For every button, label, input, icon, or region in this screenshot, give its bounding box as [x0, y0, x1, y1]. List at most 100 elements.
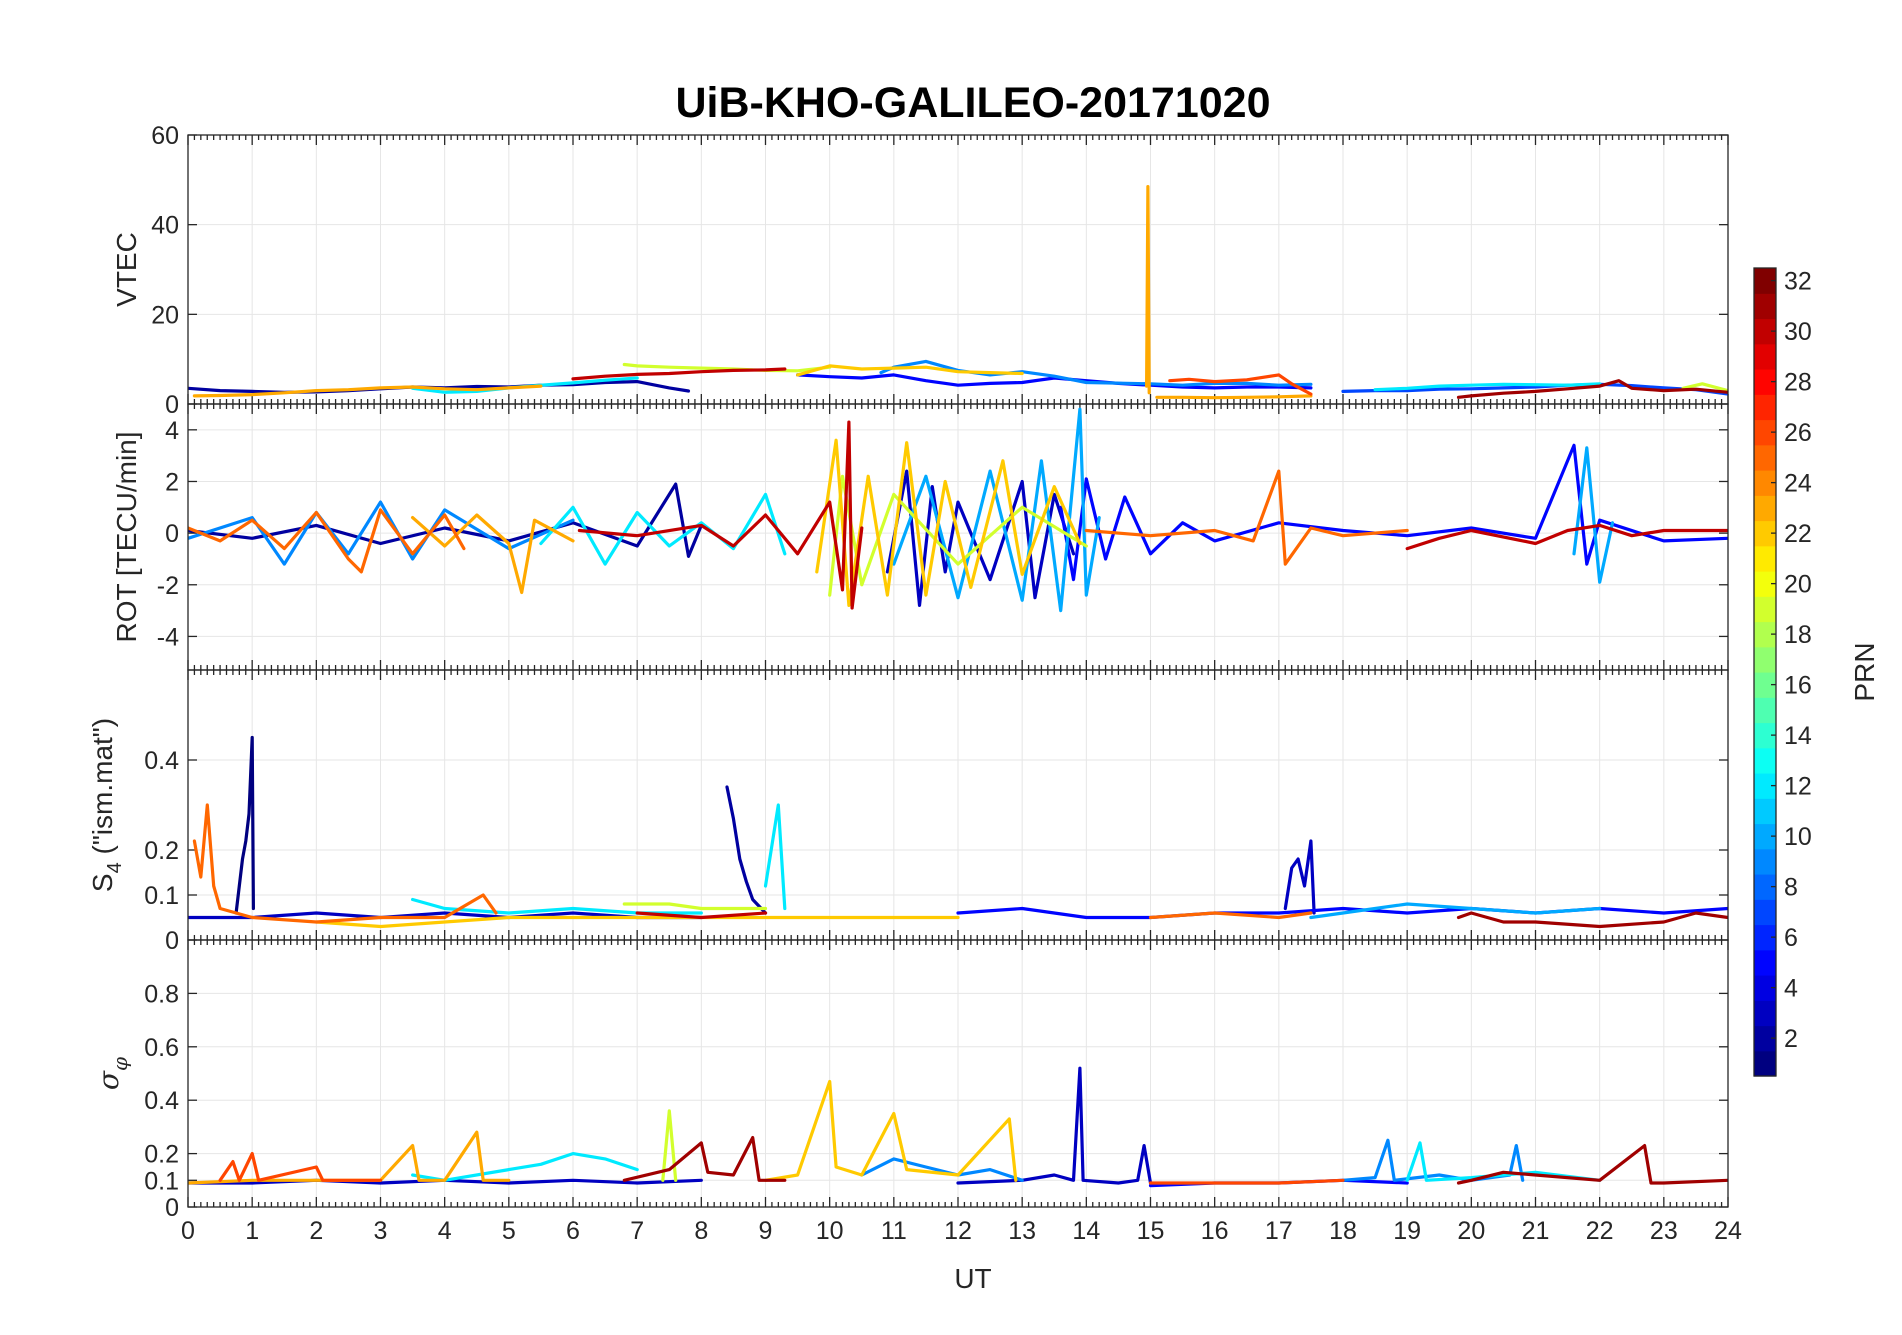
colorbar-tick-label: 12: [1784, 773, 1812, 801]
series-line-prn-9: [879, 359, 1313, 387]
series-line-prn-30: [571, 367, 787, 381]
series-line-prn-19: [1681, 382, 1728, 393]
colorbar-band: [1754, 924, 1776, 951]
colorbar-band: [1754, 470, 1776, 496]
series-line-prn-25: [192, 803, 498, 924]
y-tick-label: 40: [151, 212, 179, 240]
series-line-prn-25: [1084, 469, 1409, 566]
series-line-prn-23: [192, 384, 543, 398]
x-tick-label: 18: [1329, 1217, 1357, 1245]
series-line-prn-23: [411, 513, 575, 595]
colorbar-band: [1754, 899, 1776, 926]
y-tick-label: 0: [165, 520, 179, 548]
y-axis-label: σφ: [92, 1057, 132, 1090]
x-tick-label: 4: [438, 1217, 452, 1245]
x-tick-label: 10: [816, 1217, 844, 1245]
x-tick-label: 11: [881, 1217, 907, 1245]
x-tick-label: 5: [502, 1217, 516, 1245]
y-tick-label: -2: [157, 572, 179, 600]
panel-vtec: 0 20 40 60 VTEC: [111, 122, 1729, 419]
series-line-prn-7: [1341, 382, 1728, 396]
y-tick-label: 0: [165, 1194, 179, 1222]
chart-title: UiB-KHO-GALILEO-20171020: [676, 79, 1271, 127]
series-line-prn-5: [1059, 443, 1728, 582]
series-line-prn-23: [1144, 185, 1151, 395]
x-tick-label: 3: [374, 1217, 388, 1245]
y-tick-label: 2: [165, 468, 179, 496]
series-line-prn-23: [1155, 394, 1313, 400]
x-tick-label: 24: [1714, 1217, 1742, 1245]
x-tick-label: 7: [630, 1217, 644, 1245]
x-tick-label: 17: [1265, 1217, 1293, 1245]
series-line-prn-12: [763, 803, 787, 911]
colorbar-tick-label: 22: [1784, 520, 1812, 548]
x-tick-label: 20: [1457, 1217, 1485, 1245]
colorbar-tick-label: 6: [1784, 924, 1798, 952]
colorbar-band: [1754, 293, 1776, 320]
series-group: [188, 407, 1728, 613]
x-tick-label: 12: [944, 1217, 972, 1245]
series-line-prn-12: [1405, 1141, 1602, 1182]
y-tick-label: 0.1: [144, 882, 179, 910]
x-tick-label: 0: [181, 1217, 195, 1245]
panel-sigma: 00.10.2 0.4 0.6 0.8 σφ: [92, 939, 1729, 1222]
series-line-prn-2: [188, 482, 703, 559]
colorbar-tick-label: 14: [1784, 722, 1812, 750]
x-tick-label: 23: [1650, 1217, 1678, 1245]
y-tick-label: 0: [165, 927, 179, 955]
series-line-prn-22: [763, 1079, 1018, 1182]
y-tick-label: 0.6: [144, 1034, 179, 1062]
y-tick-label: 0.4: [144, 1087, 179, 1115]
series-line-prn-22: [795, 364, 1024, 377]
colorbar-band: [1754, 823, 1776, 850]
series-line-prn-3: [885, 469, 1076, 608]
colorbar-tick-label: 20: [1784, 571, 1812, 599]
colorbar-band: [1754, 369, 1776, 395]
series-line-prn-23: [188, 1130, 511, 1185]
colorbar-tick-label: 2: [1784, 1025, 1798, 1053]
series-line-prn-31: [1456, 911, 1728, 929]
y-axis-label: ROT [TECU/min]: [111, 431, 142, 642]
colorbar-tick-label: 24: [1784, 470, 1812, 498]
y-tick-label: 0.1: [144, 1167, 179, 1195]
x-tick-label: 1: [245, 1217, 259, 1245]
series-line-prn-2: [725, 785, 768, 915]
series-line-prn-22: [314, 915, 960, 929]
series-group: [188, 1066, 1728, 1188]
series-line-prn-30: [635, 911, 768, 920]
x-tick-label: 15: [1137, 1217, 1165, 1245]
y-tick-label: -4: [157, 623, 179, 651]
colorbar-band: [1754, 394, 1776, 421]
x-tick-label: 2: [309, 1217, 323, 1245]
colorbar-band: [1754, 318, 1776, 345]
y-tick-label: 0.8: [144, 980, 179, 1008]
colorbar-band: [1754, 495, 1776, 522]
panel-frame: [187, 939, 1729, 1208]
series-line-prn-19: [661, 1109, 678, 1182]
series-line-prn-5: [795, 373, 1313, 390]
series-line-prn-26: [1148, 1178, 1345, 1185]
y-axis-label: S4 ("ism.mat"): [87, 718, 126, 892]
colorbar-band: [1754, 444, 1776, 471]
colorbar-tick-label: 32: [1784, 268, 1812, 296]
series-line-prn-25: [188, 508, 466, 574]
series-group: [188, 185, 1728, 400]
series-line-prn-3: [956, 1066, 1153, 1185]
series-line-prn-10: [1309, 902, 1602, 920]
x-axis-label: UT: [954, 1263, 991, 1294]
series-line-prn-9: [1341, 1138, 1525, 1182]
panel-s4: 0 0.1 0.2 0.4 S4 ("ism.mat"): [87, 669, 1729, 955]
colorbar-band: [1754, 672, 1776, 698]
y-tick-label: 20: [151, 301, 179, 329]
series-line-prn-25: [1148, 911, 1313, 920]
x-tick-label: 19: [1393, 1217, 1421, 1245]
panel-rot: -4 -2 0 2 4 ROT [TECU/min]: [111, 403, 1729, 671]
colorbar-band: [1754, 571, 1776, 597]
series-line-prn-3: [1283, 839, 1316, 915]
series-line-prn-30: [1405, 523, 1728, 551]
colorbar-band: [1754, 596, 1776, 623]
series-group: [188, 735, 1728, 929]
series-line-prn-26: [218, 1151, 383, 1182]
